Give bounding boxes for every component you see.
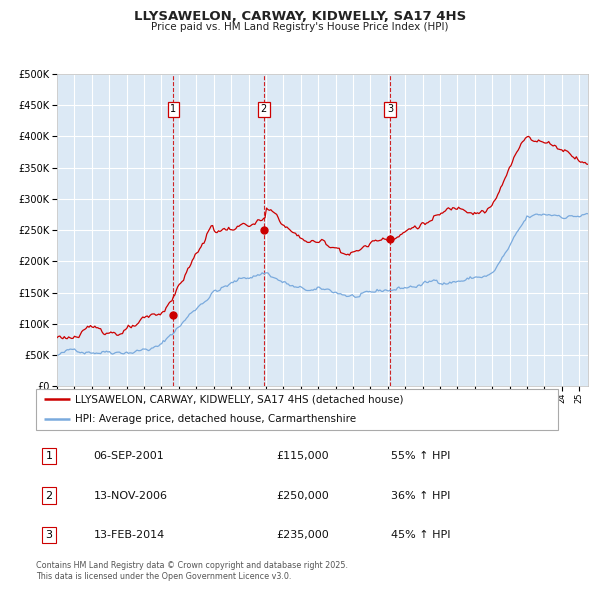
- Text: 55% ↑ HPI: 55% ↑ HPI: [391, 451, 451, 461]
- Text: £250,000: £250,000: [276, 491, 329, 500]
- Text: 1: 1: [46, 451, 53, 461]
- Text: 13-FEB-2014: 13-FEB-2014: [94, 530, 164, 540]
- Text: HPI: Average price, detached house, Carmarthenshire: HPI: Average price, detached house, Carm…: [75, 415, 356, 424]
- Text: 13-NOV-2006: 13-NOV-2006: [94, 491, 167, 500]
- Text: 36% ↑ HPI: 36% ↑ HPI: [391, 491, 451, 500]
- Text: £115,000: £115,000: [276, 451, 329, 461]
- Text: 06-SEP-2001: 06-SEP-2001: [94, 451, 164, 461]
- Text: Price paid vs. HM Land Registry's House Price Index (HPI): Price paid vs. HM Land Registry's House …: [151, 22, 449, 32]
- Text: 2: 2: [260, 104, 267, 114]
- Text: £235,000: £235,000: [276, 530, 329, 540]
- Text: LLYSAWELON, CARWAY, KIDWELLY, SA17 4HS (detached house): LLYSAWELON, CARWAY, KIDWELLY, SA17 4HS (…: [75, 395, 404, 404]
- Text: 1: 1: [170, 104, 176, 114]
- Text: 3: 3: [387, 104, 393, 114]
- Text: 2: 2: [46, 491, 53, 500]
- Text: LLYSAWELON, CARWAY, KIDWELLY, SA17 4HS: LLYSAWELON, CARWAY, KIDWELLY, SA17 4HS: [134, 10, 466, 23]
- Text: 45% ↑ HPI: 45% ↑ HPI: [391, 530, 451, 540]
- Text: Contains HM Land Registry data © Crown copyright and database right 2025.
This d: Contains HM Land Registry data © Crown c…: [36, 560, 348, 581]
- Text: 3: 3: [46, 530, 53, 540]
